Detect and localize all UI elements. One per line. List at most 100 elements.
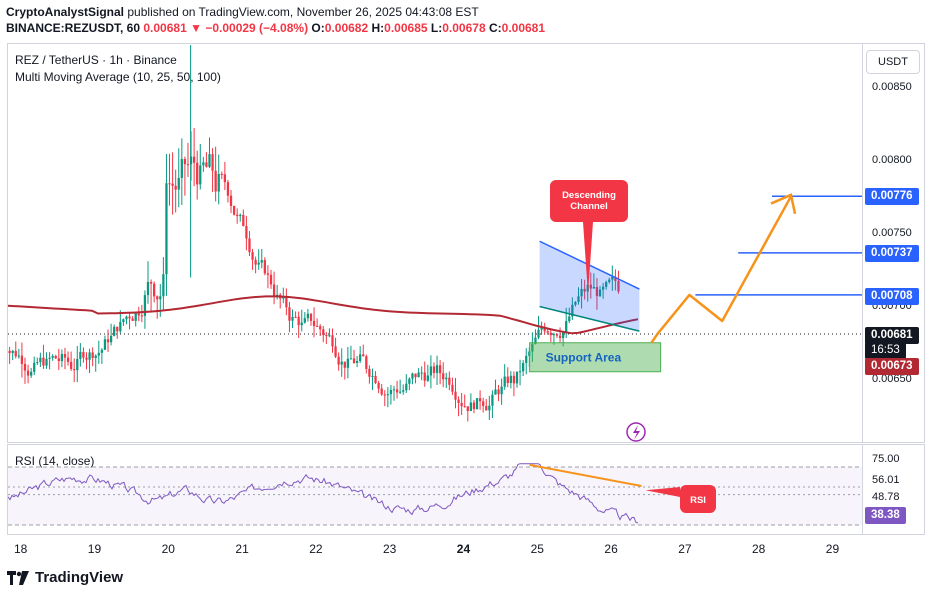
candle bbox=[106, 329, 110, 352]
candle-body bbox=[51, 356, 54, 358]
candle bbox=[611, 265, 614, 291]
candle-body bbox=[26, 370, 30, 376]
candle bbox=[380, 384, 383, 396]
candle-body bbox=[374, 375, 377, 383]
target-3-label: 0.00776 bbox=[865, 188, 919, 205]
time-tick: 20 bbox=[161, 542, 175, 556]
candle bbox=[251, 248, 254, 270]
candle bbox=[561, 331, 565, 347]
low-value: 0.00678 bbox=[442, 21, 486, 35]
candle bbox=[8, 346, 11, 364]
candle bbox=[466, 406, 469, 422]
candle-body bbox=[445, 377, 448, 380]
candle bbox=[239, 213, 242, 222]
price-axis[interactable] bbox=[863, 43, 925, 443]
candle-body bbox=[134, 313, 137, 321]
candle bbox=[383, 390, 386, 407]
candle-body bbox=[165, 183, 168, 275]
candle bbox=[491, 390, 494, 419]
candle-body bbox=[57, 358, 60, 362]
candle bbox=[214, 146, 217, 202]
candle-body bbox=[472, 402, 476, 410]
candle-body bbox=[395, 389, 399, 393]
candle-body bbox=[276, 294, 279, 296]
candle bbox=[73, 358, 76, 383]
candle bbox=[202, 156, 205, 172]
candle-body bbox=[426, 375, 429, 381]
candle-body bbox=[355, 361, 359, 363]
candle-body bbox=[497, 389, 500, 395]
candle bbox=[291, 309, 294, 329]
candle-body bbox=[423, 372, 426, 381]
candle-body bbox=[20, 355, 24, 364]
candle bbox=[232, 205, 236, 216]
price-tick: 0.00750 bbox=[872, 227, 912, 239]
candle-body bbox=[611, 276, 614, 280]
candle-body bbox=[411, 373, 414, 379]
close-label: C: bbox=[488, 21, 502, 35]
candle bbox=[33, 356, 36, 376]
candle bbox=[128, 312, 131, 330]
candle-body bbox=[39, 357, 42, 363]
candle bbox=[463, 394, 466, 408]
ma-legend[interactable]: Multi Moving Average (10, 25, 50, 100) bbox=[15, 70, 221, 84]
price-panel[interactable]: Support Area Descending Channel bbox=[7, 43, 863, 443]
rsi-legend[interactable]: RSI (14, close) bbox=[15, 454, 95, 468]
candle bbox=[497, 384, 500, 402]
candle-body bbox=[248, 238, 251, 253]
candle-body bbox=[352, 358, 356, 363]
candle bbox=[51, 354, 54, 361]
candle bbox=[405, 374, 408, 394]
candle bbox=[125, 315, 128, 325]
rsi-axis[interactable] bbox=[863, 444, 925, 535]
candle bbox=[14, 341, 17, 359]
rsi-callout: RSI bbox=[645, 485, 716, 513]
moving-average-line bbox=[8, 295, 639, 335]
candle-body bbox=[509, 375, 512, 384]
symbol-legend[interactable]: REZ / TetherUS · 1h · Binance bbox=[15, 53, 177, 67]
candle bbox=[423, 361, 426, 387]
candle bbox=[168, 153, 171, 206]
candle bbox=[180, 138, 183, 205]
candle bbox=[242, 209, 245, 227]
candle-body bbox=[463, 406, 466, 408]
high-label: H: bbox=[371, 21, 385, 35]
candle-body bbox=[417, 372, 420, 378]
candle bbox=[509, 371, 512, 389]
candle-body bbox=[91, 352, 94, 359]
candle bbox=[488, 395, 491, 420]
candle-body bbox=[315, 325, 319, 327]
candle-body bbox=[33, 362, 36, 372]
tradingview-icon bbox=[7, 570, 29, 585]
candle bbox=[525, 348, 528, 375]
candle-body bbox=[245, 225, 248, 239]
candle-body bbox=[159, 296, 162, 300]
candle-body bbox=[614, 276, 617, 281]
candle-body bbox=[312, 320, 316, 326]
candle-body bbox=[386, 394, 389, 396]
candle-body bbox=[592, 286, 596, 289]
high-value: 0.00685 bbox=[384, 21, 428, 35]
candle-body bbox=[263, 260, 266, 274]
support-area-label: Support Area bbox=[546, 350, 622, 364]
candle bbox=[137, 306, 140, 322]
rsi-panel[interactable]: RSI bbox=[7, 444, 863, 535]
rsi-chart[interactable]: RSI bbox=[8, 445, 863, 535]
candle bbox=[368, 365, 371, 384]
candle-body bbox=[168, 183, 171, 185]
candle-body bbox=[491, 394, 494, 406]
candle bbox=[146, 261, 150, 304]
time-tick: 18 bbox=[14, 542, 28, 556]
candle bbox=[85, 352, 88, 370]
candle-body bbox=[377, 382, 380, 389]
candle-body bbox=[239, 214, 242, 217]
candle bbox=[315, 318, 319, 327]
candle bbox=[309, 313, 313, 326]
current-price-label: 0.00681 bbox=[865, 327, 919, 344]
candle-body bbox=[254, 259, 257, 265]
candle-body bbox=[605, 281, 608, 287]
support-area-box bbox=[529, 342, 662, 373]
candle bbox=[211, 148, 214, 193]
currency-button[interactable]: USDT bbox=[866, 50, 920, 74]
